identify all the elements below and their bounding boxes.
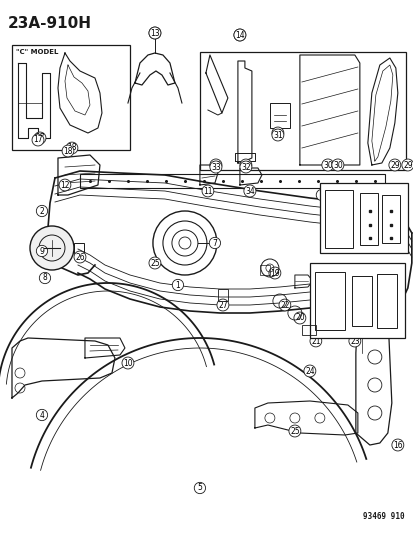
Bar — [199, 52, 405, 170]
Text: 10: 10 — [123, 359, 133, 367]
Text: 27: 27 — [218, 301, 227, 310]
Text: 34: 34 — [244, 187, 254, 196]
Text: 13: 13 — [150, 28, 159, 37]
Text: 20: 20 — [294, 313, 304, 322]
Text: 30: 30 — [332, 160, 342, 169]
Circle shape — [30, 226, 74, 270]
Bar — [301, 325, 315, 335]
Text: 18: 18 — [67, 143, 76, 152]
Bar — [324, 190, 352, 248]
Text: "C" MODEL: "C" MODEL — [16, 49, 58, 55]
Bar — [351, 276, 371, 326]
Bar — [80, 174, 384, 188]
Bar — [319, 183, 407, 253]
Text: 1: 1 — [175, 280, 180, 289]
Text: 25: 25 — [150, 259, 159, 268]
Text: 21: 21 — [311, 336, 320, 345]
Bar — [376, 274, 396, 328]
Text: 17: 17 — [33, 135, 43, 144]
Text: 9: 9 — [40, 246, 44, 255]
Bar — [269, 103, 289, 128]
Bar — [381, 195, 399, 243]
Text: 18: 18 — [63, 147, 73, 156]
Text: 25: 25 — [290, 426, 299, 435]
Text: 29: 29 — [389, 160, 399, 169]
Bar — [74, 243, 84, 253]
Bar — [217, 289, 228, 301]
Text: 23: 23 — [349, 336, 359, 345]
Bar — [259, 265, 269, 275]
Text: 13: 13 — [150, 28, 159, 37]
Text: 3: 3 — [319, 190, 323, 199]
Text: 33: 33 — [211, 163, 220, 172]
Text: 14: 14 — [235, 30, 244, 39]
Text: 6: 6 — [315, 279, 320, 287]
Text: 31: 31 — [273, 128, 282, 138]
Text: 23A-910H: 23A-910H — [8, 15, 92, 30]
Text: 32: 32 — [240, 163, 250, 172]
Text: 93469 910: 93469 910 — [362, 512, 404, 521]
Text: 17: 17 — [35, 133, 45, 142]
Text: 4: 4 — [40, 410, 44, 419]
Text: 8: 8 — [43, 273, 47, 282]
Text: 29: 29 — [402, 160, 412, 169]
Text: 26: 26 — [75, 253, 85, 262]
Text: 19: 19 — [269, 269, 279, 278]
Text: 32: 32 — [240, 160, 250, 169]
Text: 15: 15 — [389, 198, 399, 207]
Text: 7: 7 — [212, 238, 217, 247]
Text: 11: 11 — [203, 187, 212, 196]
Bar — [12, 45, 130, 150]
Text: 24: 24 — [304, 367, 314, 376]
Bar — [359, 193, 377, 245]
Text: 14: 14 — [235, 30, 244, 39]
Text: 5: 5 — [197, 483, 202, 492]
Text: 2: 2 — [40, 206, 44, 215]
Bar — [309, 263, 404, 338]
Text: 33: 33 — [211, 160, 220, 169]
Text: 16: 16 — [392, 440, 402, 449]
Text: 22: 22 — [280, 301, 289, 310]
Text: 30: 30 — [322, 160, 332, 169]
Text: 12: 12 — [60, 181, 69, 190]
Bar — [314, 272, 344, 330]
Text: 31: 31 — [273, 131, 282, 140]
